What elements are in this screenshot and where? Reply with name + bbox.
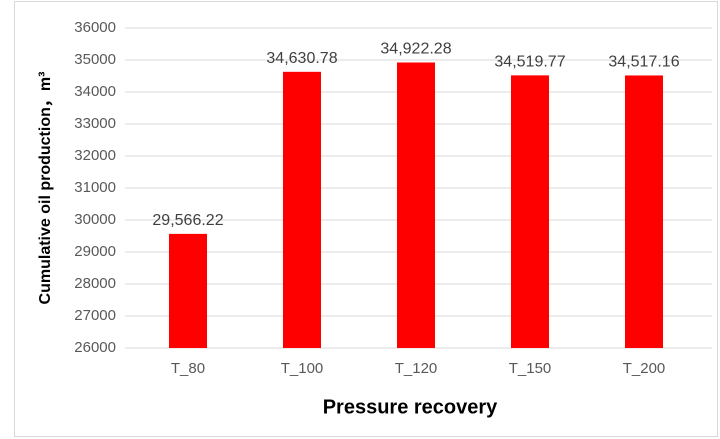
y-tick-label: 36000 [74, 19, 116, 36]
x-tick-label: T_80 [171, 360, 205, 377]
value-label: 34,630.78 [266, 50, 337, 67]
bar [625, 75, 663, 349]
bar [397, 62, 435, 349]
x-tick-label: T_150 [509, 360, 552, 377]
x-axis-title: Pressure recovery [323, 396, 498, 418]
y-tick-label: 32000 [74, 147, 116, 164]
x-tick-label: T_100 [281, 360, 324, 377]
y-tick-label: 29000 [74, 243, 116, 260]
value-label: 34,517.16 [608, 54, 679, 71]
bar [283, 71, 321, 349]
y-tick-label: 26000 [74, 339, 116, 356]
y-tick-label: 30000 [74, 211, 116, 228]
value-label: 34,922.28 [380, 41, 451, 58]
y-tick-label: 35000 [74, 51, 116, 68]
y-axis-title: Cumulative oil production，m³ [37, 72, 54, 305]
value-label: 34,519.77 [494, 54, 565, 71]
y-tick-label: 34000 [74, 83, 116, 100]
x-tick-label: T_200 [623, 360, 666, 377]
y-tick-label: 28000 [74, 275, 116, 292]
bar [511, 75, 549, 348]
y-tick-label: 31000 [74, 179, 116, 196]
bar [169, 233, 207, 348]
y-tick-label: 33000 [74, 115, 116, 132]
x-tick-label: T_120 [395, 360, 438, 377]
y-tick-label: 27000 [74, 307, 116, 324]
chart-border [14, 1, 718, 437]
value-label: 29,566.22 [152, 212, 223, 229]
